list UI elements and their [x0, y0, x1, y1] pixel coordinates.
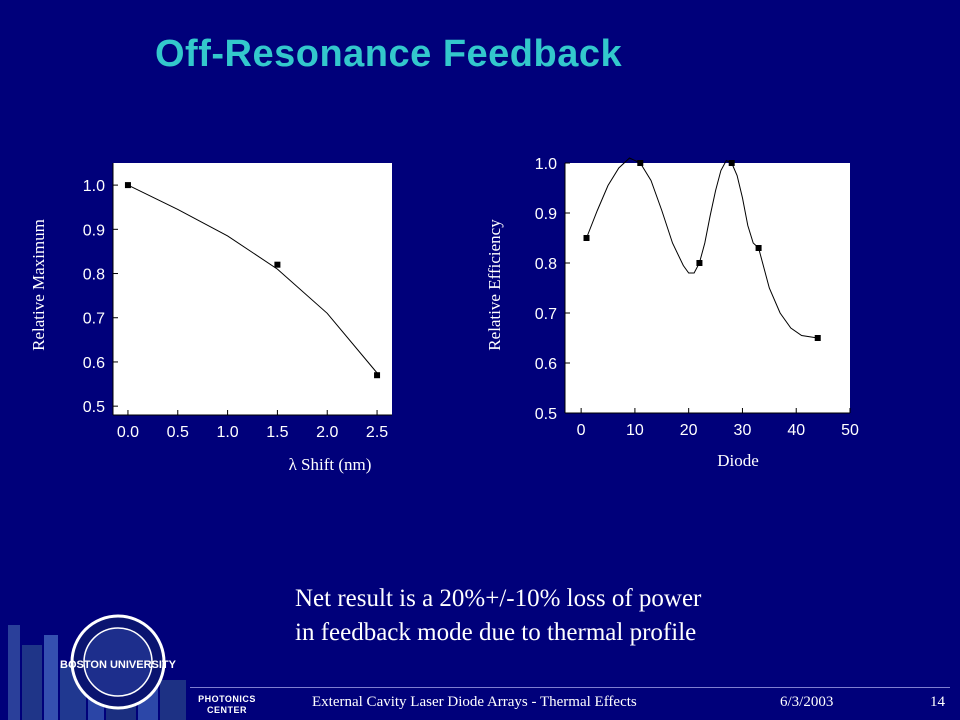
x-tick-label: 30	[734, 422, 752, 439]
y-tick-label: 0.6	[83, 355, 105, 372]
x-tick-label: 10	[626, 422, 644, 439]
boston-university-logo: BOSTON UNIVERSITY	[0, 610, 190, 720]
y-tick-label: 0.5	[83, 399, 105, 416]
y-tick-label: 0.9	[83, 222, 105, 239]
footer-title: External Cavity Laser Diode Arrays - The…	[312, 694, 637, 710]
data-point	[637, 160, 644, 166]
svg-text:BOSTON UNIVERSITY: BOSTON UNIVERSITY	[60, 659, 177, 671]
body-text: Net result is a 20%+/-10% loss of power …	[295, 582, 701, 650]
data-point	[124, 182, 131, 189]
x-tick-label: 1.5	[266, 424, 288, 441]
chart-relative-maximum: 0.0 0.5 1.0 1.5 2.0 2.5 0.5 0.6 0.7 0.8 0.9 1.0 λ S…	[29, 163, 392, 474]
y-tick-label: 0.9	[535, 206, 557, 223]
x-tick-label: 2.5	[366, 424, 388, 441]
y-axis-label: Relative Maximum	[29, 219, 48, 351]
plot-area	[113, 163, 392, 415]
y-tick-label: 1.0	[535, 156, 557, 173]
y-tick-label: 0.8	[535, 256, 557, 273]
y-tick-label: 0.5	[535, 406, 557, 423]
data-point	[374, 372, 381, 379]
data-point	[755, 245, 762, 251]
data-point	[814, 335, 821, 341]
y-tick-label: 0.7	[535, 306, 557, 323]
x-tick-label: 20	[680, 422, 698, 439]
y-tick-label: 1.0	[83, 178, 105, 195]
y-axis-label: Relative Efficiency	[485, 219, 504, 351]
data-point	[274, 261, 281, 268]
data-point	[696, 260, 703, 266]
footer-page-number: 14	[930, 694, 945, 710]
org-name: PHOTONICS CENTER	[198, 694, 256, 715]
y-tick-label: 0.8	[83, 267, 105, 284]
footer-rule	[190, 687, 950, 688]
x-tick-label: 40	[787, 422, 805, 439]
x-tick-label: 2.0	[316, 424, 338, 441]
x-axis-label: Diode	[717, 451, 759, 470]
data-point	[583, 235, 590, 241]
slide-title: Off-Resonance Feedback	[155, 33, 623, 75]
body-line: Net result is a 20%+/-10% loss of power	[295, 585, 702, 612]
data-point	[728, 160, 735, 166]
x-axis-label: λ Shift (nm)	[289, 455, 372, 474]
x-tick-label: 0.5	[167, 424, 189, 441]
fit-curve	[586, 157, 818, 339]
fit-curve	[127, 184, 378, 374]
y-tick-label: 0.6	[535, 356, 557, 373]
x-tick-label: 50	[841, 422, 859, 439]
x-tick-label: 0	[577, 422, 586, 439]
chart-relative-efficiency: 0 10 20 30 40 50 0.5 0.6 0.7 0.8 0.9 1.0 Diode Rela…	[485, 156, 859, 470]
body-line: in feedback mode due to thermal profile	[295, 619, 697, 646]
footer-date: 6/3/2003	[780, 694, 834, 710]
plot-area	[565, 163, 850, 413]
x-tick-label: 1.0	[216, 424, 238, 441]
y-tick-label: 0.7	[83, 311, 105, 328]
x-tick-label: 0.0	[117, 424, 139, 441]
